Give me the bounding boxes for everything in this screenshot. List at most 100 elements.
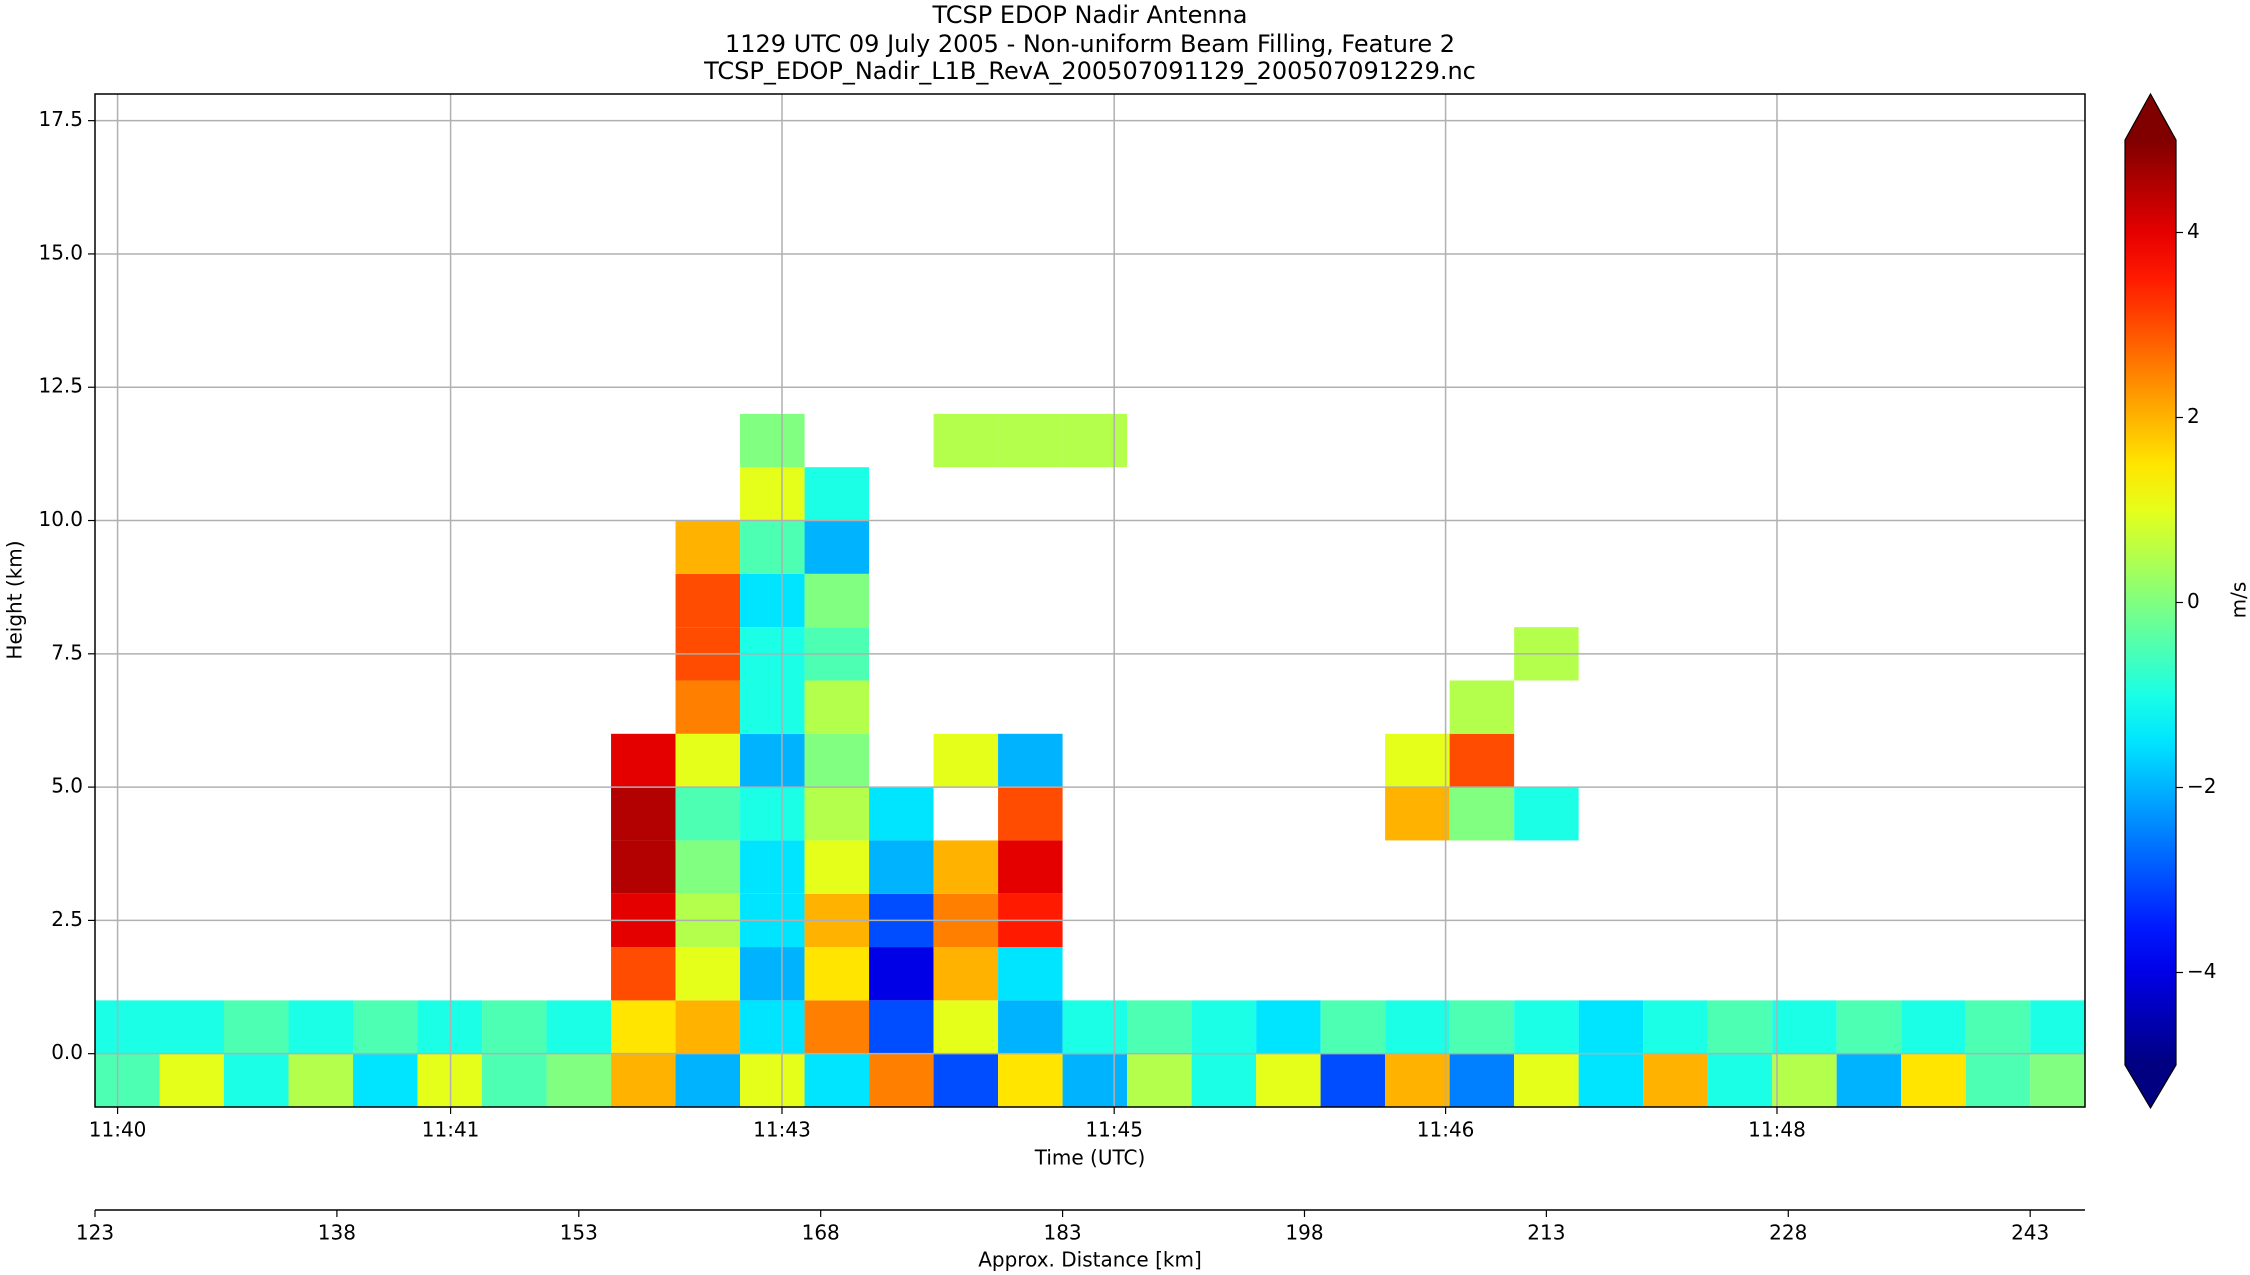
colorbar-extend-bottom	[2125, 1065, 2176, 1108]
cell	[804, 787, 870, 841]
cell	[998, 1053, 1063, 1107]
x-tick-label: 11:45	[1085, 1118, 1143, 1142]
colorbar-tick-label: −4	[2187, 959, 2216, 983]
cell	[2030, 1053, 2085, 1107]
cell	[1127, 1000, 1192, 1054]
cell	[1643, 1000, 1708, 1054]
cell	[1965, 1053, 2031, 1107]
cell	[675, 680, 741, 734]
cell	[804, 840, 870, 894]
cell	[546, 1053, 612, 1107]
cell	[675, 840, 741, 894]
x2-tick-label: 228	[1769, 1221, 1807, 1245]
cell	[1256, 1000, 1321, 1054]
cell	[1836, 1000, 1902, 1054]
cell	[804, 520, 870, 574]
cell	[804, 1000, 870, 1054]
cell	[1707, 1053, 1773, 1107]
cell	[159, 1000, 225, 1054]
cell	[933, 947, 999, 1001]
y-axis-label: Height (km)	[3, 540, 27, 659]
cell	[1514, 787, 1579, 841]
cell	[804, 467, 870, 521]
cell	[1514, 1000, 1579, 1054]
cell	[740, 467, 805, 521]
colorbar-tick-label: 2	[2187, 404, 2200, 428]
cell	[1449, 680, 1515, 734]
cell	[998, 413, 1063, 468]
colorbar-tick-label: 4	[2187, 219, 2200, 243]
colorbar-extend-top	[2125, 94, 2176, 140]
cell	[288, 1053, 354, 1107]
cell	[482, 1053, 547, 1107]
cell	[804, 733, 870, 788]
cell	[933, 1053, 999, 1107]
x-tick-label: 11:40	[89, 1118, 147, 1142]
cell	[1256, 1053, 1321, 1107]
cell	[1449, 1000, 1515, 1054]
cell	[740, 840, 805, 894]
y-tick-label: 15.0	[38, 240, 83, 264]
cell	[1707, 1000, 1773, 1054]
cell	[95, 1053, 160, 1107]
cell	[1191, 1000, 1257, 1054]
cell	[740, 787, 805, 841]
cell	[675, 947, 741, 1001]
y-tick-label: 17.5	[38, 107, 83, 131]
cell	[1385, 787, 1450, 841]
x2-tick-label: 213	[1527, 1221, 1565, 1245]
cell	[869, 947, 934, 1001]
cell	[482, 1000, 547, 1054]
cell	[1127, 1053, 1192, 1107]
cell	[1191, 1053, 1257, 1107]
colorbar	[2125, 140, 2176, 1065]
cell	[675, 520, 741, 574]
cell	[1062, 1000, 1128, 1054]
cell	[740, 573, 805, 628]
cell	[611, 840, 676, 894]
cell	[1449, 1053, 1515, 1107]
cell	[224, 1053, 289, 1107]
cell	[1578, 1000, 1644, 1054]
cell	[1772, 1053, 1837, 1107]
cell	[740, 733, 805, 788]
colorbar-label: m/s	[2227, 582, 2250, 619]
cell	[869, 1053, 934, 1107]
x-tick-label: 11:43	[753, 1118, 811, 1142]
cell	[1320, 1000, 1386, 1054]
cell	[1062, 1053, 1128, 1107]
x2-axis-label: Approx. Distance [km]	[978, 1248, 1202, 1272]
cell	[95, 1000, 160, 1054]
colorbar-tick-label: 0	[2187, 589, 2200, 613]
cell	[417, 1000, 483, 1054]
colorbar-frame	[2124, 92, 2177, 1110]
cell	[1062, 413, 1128, 468]
x2-tick-label: 243	[2011, 1221, 2049, 1245]
x-tick-label: 11:48	[1748, 1118, 1806, 1142]
cell	[998, 947, 1063, 1001]
x2-tick-label: 198	[1285, 1221, 1323, 1245]
colorbar-tick-label: −2	[2187, 774, 2216, 798]
cell	[740, 680, 805, 734]
cell	[675, 787, 741, 841]
cell	[869, 1000, 934, 1054]
cell	[740, 413, 805, 468]
cell	[1578, 1053, 1644, 1107]
cell	[1514, 1053, 1579, 1107]
cell	[740, 947, 805, 1001]
cell	[869, 787, 934, 841]
cell	[675, 733, 741, 788]
cell	[1643, 1053, 1708, 1107]
cell	[933, 1000, 999, 1054]
cell	[611, 1053, 676, 1107]
x-tick-label: 11:41	[422, 1118, 480, 1142]
cell	[998, 787, 1063, 841]
cell	[804, 573, 870, 628]
x2-tick-label: 138	[318, 1221, 356, 1245]
cell	[804, 947, 870, 1001]
cell	[611, 947, 676, 1001]
cell	[1449, 787, 1515, 841]
cell	[998, 1000, 1063, 1054]
chart-title: TCSP EDOP Nadir Antenna	[932, 1, 1248, 29]
